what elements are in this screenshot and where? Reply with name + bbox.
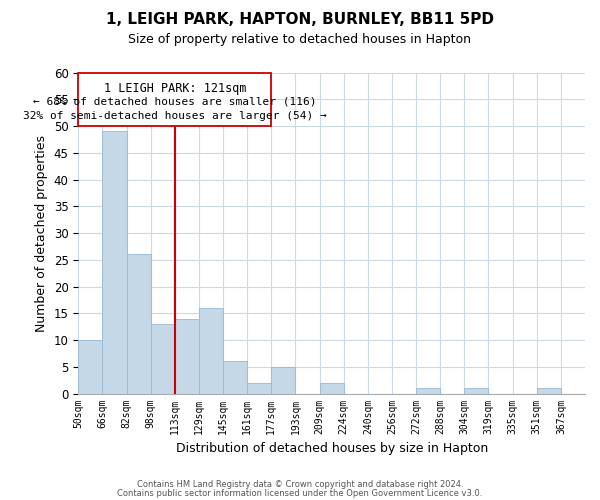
X-axis label: Distribution of detached houses by size in Hapton: Distribution of detached houses by size … (176, 442, 488, 455)
Bar (464, 388, 488, 394)
Text: Contains HM Land Registry data © Crown copyright and database right 2024.: Contains HM Land Registry data © Crown c… (137, 480, 463, 489)
Bar (79, 340, 103, 394)
Bar (223, 362, 247, 394)
Text: ← 68% of detached houses are smaller (116): ← 68% of detached houses are smaller (11… (33, 96, 317, 106)
Text: Size of property relative to detached houses in Hapton: Size of property relative to detached ho… (128, 32, 472, 46)
Bar (127, 254, 151, 394)
Text: 1 LEIGH PARK: 121sqm: 1 LEIGH PARK: 121sqm (104, 82, 246, 95)
Bar (175, 318, 199, 394)
Text: 32% of semi-detached houses are larger (54) →: 32% of semi-detached houses are larger (… (23, 111, 326, 121)
Text: 1, LEIGH PARK, HAPTON, BURNLEY, BB11 5PD: 1, LEIGH PARK, HAPTON, BURNLEY, BB11 5PD (106, 12, 494, 28)
Bar (103, 132, 127, 394)
Bar (537, 388, 561, 394)
FancyBboxPatch shape (79, 72, 271, 126)
Bar (199, 308, 223, 394)
Bar (320, 383, 344, 394)
Bar (247, 383, 271, 394)
Y-axis label: Number of detached properties: Number of detached properties (35, 134, 48, 332)
Bar (271, 367, 295, 394)
Text: Contains public sector information licensed under the Open Government Licence v3: Contains public sector information licen… (118, 488, 482, 498)
Bar (416, 388, 440, 394)
Bar (151, 324, 175, 394)
